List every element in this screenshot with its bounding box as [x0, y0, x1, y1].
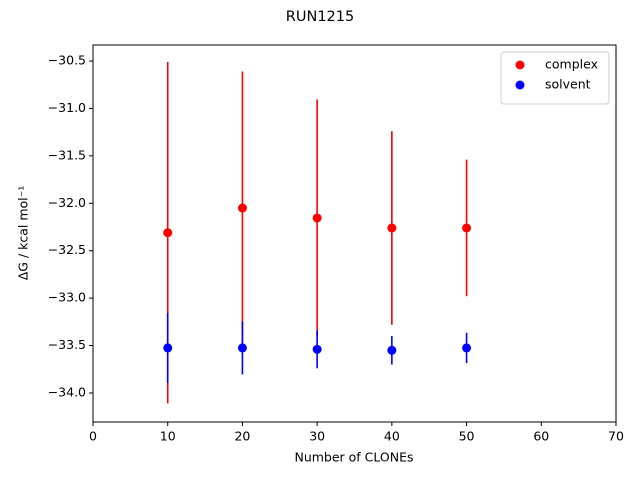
legend-box	[500, 51, 610, 105]
point	[387, 345, 397, 355]
y-tick-label: −32.0	[48, 195, 86, 210]
point	[312, 344, 322, 354]
plot-frame	[92, 44, 617, 423]
x-tick-label: 20	[234, 429, 250, 444]
y-tick-label: −33.0	[48, 290, 86, 305]
x-tick-label: 10	[160, 429, 176, 444]
y-axis-label: ΔG / kcal mol⁻¹	[16, 186, 31, 281]
y-tick-label: −34.0	[48, 384, 86, 399]
y-tick-label: −30.5	[48, 53, 86, 68]
x-tick-label: 0	[89, 429, 97, 444]
y-tick-label: −32.5	[48, 242, 86, 257]
x-tick-label: 60	[533, 429, 549, 444]
legend-marker	[515, 60, 525, 70]
chart-title: RUN1215	[286, 9, 354, 25]
point	[387, 223, 397, 233]
x-tick-label: 50	[459, 429, 475, 444]
x-tick-label: 30	[309, 429, 325, 444]
x-axis-label: Number of CLONEs	[294, 450, 413, 465]
point	[462, 343, 472, 353]
legend-label: complex	[545, 57, 598, 72]
y-tick-label: −31.5	[48, 147, 86, 162]
point	[237, 203, 247, 213]
legend-marker	[515, 80, 525, 90]
point	[163, 343, 173, 353]
point	[163, 228, 173, 238]
point	[462, 223, 472, 233]
y-tick-label: −31.0	[48, 100, 86, 115]
x-tick-label: 40	[384, 429, 400, 444]
point	[312, 213, 322, 223]
y-tick-label: −33.5	[48, 337, 86, 352]
x-tick-label: 70	[608, 429, 624, 444]
point	[237, 343, 247, 353]
legend-label: solvent	[545, 77, 591, 92]
